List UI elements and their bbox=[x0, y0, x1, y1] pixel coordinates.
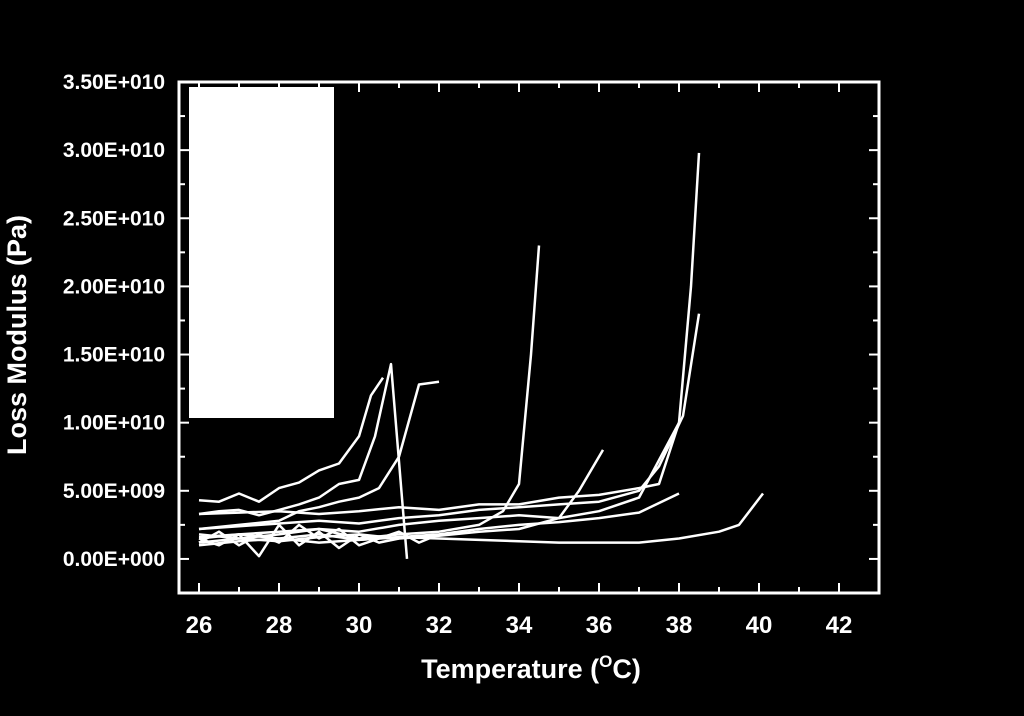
x-tick-label: 30 bbox=[346, 612, 373, 639]
y-tick-label: 2.00E+010 bbox=[63, 275, 165, 298]
x-tick-label: 42 bbox=[826, 612, 853, 639]
series-line-5 bbox=[198, 152, 701, 516]
legend-box bbox=[189, 87, 334, 418]
x-axis-title-sup: O bbox=[599, 652, 612, 671]
series-layer bbox=[198, 152, 764, 560]
x-tick-label: 26 bbox=[186, 612, 213, 639]
y-tick-label: 3.00E+010 bbox=[63, 139, 165, 162]
y-tick-label: 5.00E+009 bbox=[63, 480, 165, 503]
series-line-10 bbox=[198, 492, 764, 544]
series-line-4 bbox=[198, 245, 541, 540]
tick-layer: 26 28 30 32 34 36 38 40 42 0.00E+000 5.00E+009 1.00… bbox=[63, 71, 879, 639]
y-tick-label: 1.00E+010 bbox=[63, 412, 165, 435]
series-line-12 bbox=[198, 523, 440, 547]
x-axis-title-tail: C) bbox=[612, 654, 641, 684]
x-tick-label: 36 bbox=[586, 612, 613, 639]
x-tick-label: 28 bbox=[266, 612, 293, 639]
series-line-11 bbox=[198, 523, 400, 558]
series-line-1 bbox=[198, 376, 385, 503]
x-tick-label: 38 bbox=[666, 612, 693, 639]
x-axis-title-main: Temperature ( bbox=[421, 654, 599, 684]
series-line-7 bbox=[198, 422, 681, 544]
y-tick-label: 3.50E+010 bbox=[63, 71, 165, 94]
series-line-2 bbox=[198, 362, 409, 560]
y-tick-label: 0.00E+000 bbox=[63, 548, 165, 571]
plot-frame bbox=[177, 80, 881, 595]
y-tick-label: 1.50E+010 bbox=[63, 344, 165, 367]
series-line-3 bbox=[198, 380, 440, 531]
x-tick-label: 34 bbox=[506, 612, 533, 639]
y-tick-label: 2.50E+010 bbox=[63, 207, 165, 230]
y-axis-title: Loss Modulus (Pa) bbox=[2, 215, 32, 455]
x-axis-title: Temperature (OC) bbox=[421, 652, 641, 684]
x-tick-label: 32 bbox=[426, 612, 453, 639]
x-tick-label: 40 bbox=[746, 612, 773, 639]
